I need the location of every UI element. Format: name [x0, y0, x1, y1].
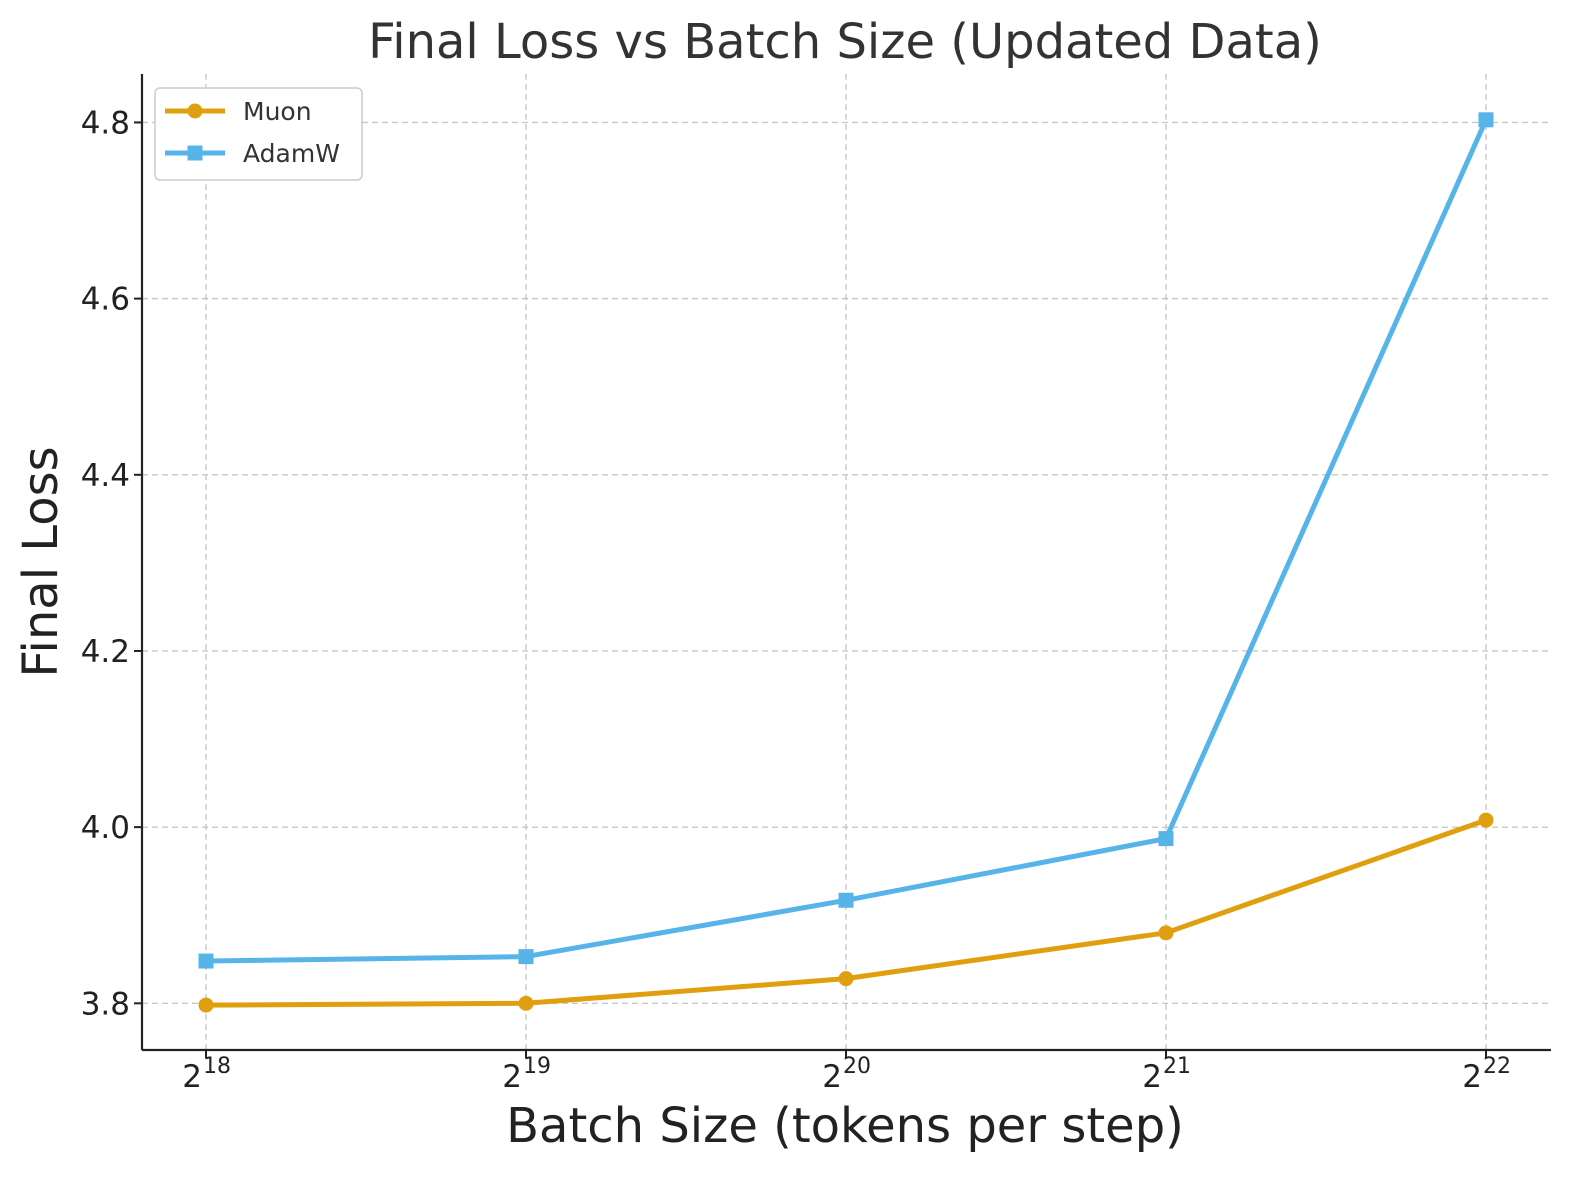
data-point — [198, 997, 214, 1013]
data-point — [1478, 812, 1494, 828]
y-tick-label: 4.6 — [81, 282, 130, 318]
series-muon — [198, 812, 1494, 1013]
legend-label: Muon — [243, 97, 312, 126]
x-tick-base: 2 — [822, 1059, 842, 1095]
series-adamw — [198, 112, 1494, 969]
x-tick-label: 2 21 — [1142, 1054, 1191, 1095]
y-tick-label: 4.8 — [81, 105, 130, 141]
x-tick-label: 2 20 — [822, 1054, 871, 1095]
x-tick-base: 2 — [182, 1059, 202, 1095]
data-point — [518, 949, 534, 965]
series-layer — [198, 112, 1494, 1013]
legend-label: AdamW — [243, 139, 340, 168]
data-point — [198, 953, 214, 969]
chart-title: Final Loss vs Batch Size (Updated Data) — [368, 14, 1322, 70]
legend: Muon AdamW — [154, 87, 363, 181]
x-tick-exponent: 19 — [523, 1054, 551, 1079]
y-tick-label: 3.8 — [81, 986, 130, 1022]
x-tick-exponent: 18 — [203, 1054, 231, 1079]
x-tick-label: 2 19 — [502, 1054, 551, 1095]
x-tick-base: 2 — [1462, 1059, 1482, 1095]
data-point — [1158, 831, 1174, 847]
y-tick-label: 4.2 — [81, 634, 130, 670]
data-point — [518, 995, 534, 1011]
x-tick-base: 2 — [502, 1059, 522, 1095]
data-point — [1158, 925, 1174, 941]
legend-item-muon: Muon — [165, 97, 312, 126]
data-point — [838, 892, 854, 908]
x-tick-label: 2 18 — [182, 1054, 231, 1095]
data-point — [838, 971, 854, 987]
y-tick-label: 4.0 — [81, 810, 130, 846]
y-axis-ticks: 3.8 4.0 4.2 4.4 4.6 4.8 — [81, 105, 142, 1022]
legend-item-adamw: AdamW — [165, 139, 340, 168]
data-point — [1478, 112, 1494, 128]
y-axis-label: Final Loss — [13, 446, 69, 677]
x-tick-label: 2 22 — [1462, 1054, 1511, 1095]
x-tick-exponent: 22 — [1483, 1054, 1511, 1079]
x-tick-exponent: 21 — [1163, 1054, 1191, 1079]
legend-marker — [187, 103, 203, 119]
x-tick-exponent: 20 — [843, 1054, 871, 1079]
grid-lines — [142, 74, 1551, 1050]
x-axis-ticks: 2 18 2 19 2 20 2 21 2 22 — [182, 1050, 1511, 1095]
x-axis-label: Batch Size (tokens per step) — [506, 1098, 1184, 1154]
x-tick-base: 2 — [1142, 1059, 1162, 1095]
legend-marker — [187, 145, 203, 161]
y-tick-label: 4.4 — [81, 458, 130, 494]
